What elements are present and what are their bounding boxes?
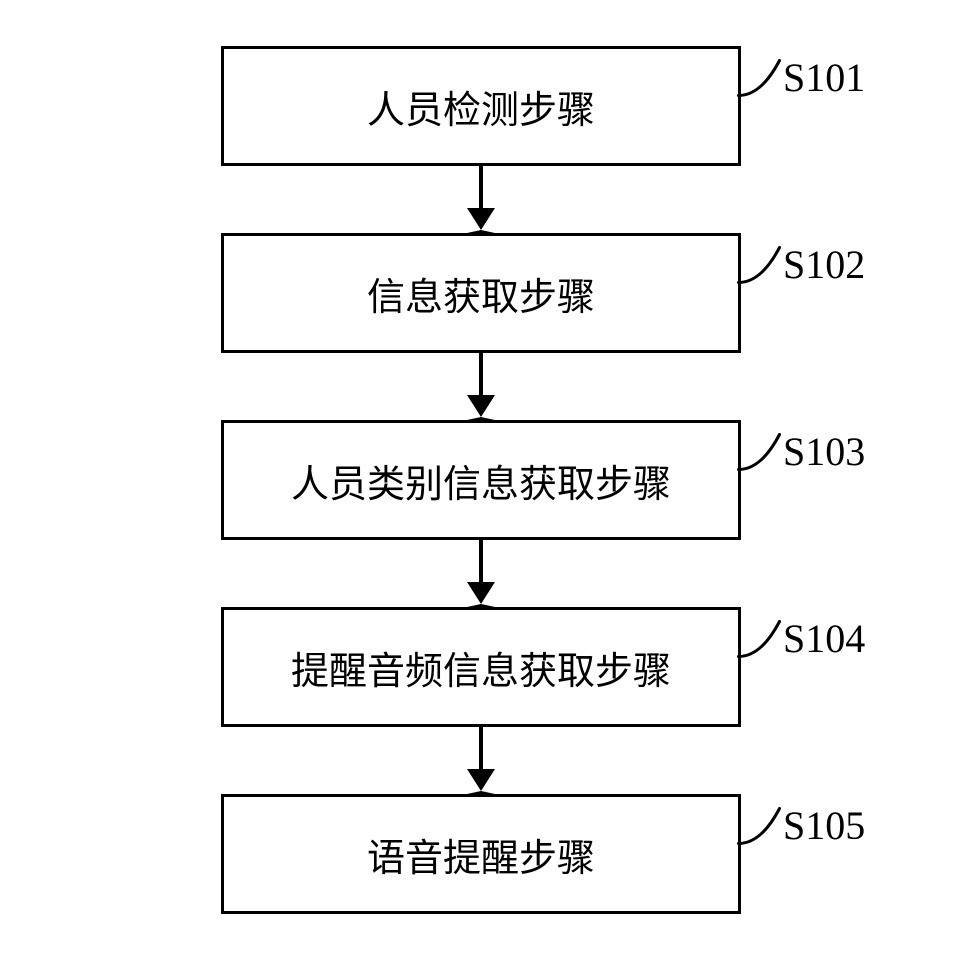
step-box-s103: 人员类别信息获取步骤 <box>221 420 741 540</box>
step-label-wrap: S103 <box>737 428 865 475</box>
arrow-down-icon <box>467 166 495 233</box>
step-row: 语音提醒步骤S105 <box>221 794 741 914</box>
curve-icon <box>737 807 781 845</box>
step-text: 语音提醒步骤 <box>367 827 595 882</box>
curve-icon <box>737 433 781 471</box>
step-row: 人员检测步骤S101 <box>221 46 741 166</box>
step-box-s105: 语音提醒步骤 <box>221 794 741 914</box>
step-row: 提醒音频信息获取步骤S104 <box>221 607 741 727</box>
step-label-wrap: S104 <box>737 615 865 662</box>
step-label: S103 <box>783 428 865 475</box>
step-label-wrap: S105 <box>737 802 865 849</box>
step-label: S105 <box>783 802 865 849</box>
arrow-down-icon <box>467 353 495 420</box>
step-text: 信息获取步骤 <box>367 266 595 321</box>
curve-icon <box>737 620 781 658</box>
arrow-down-icon <box>467 727 495 794</box>
step-text: 提醒音频信息获取步骤 <box>291 640 671 695</box>
step-box-s102: 信息获取步骤 <box>221 233 741 353</box>
flowchart: 人员检测步骤S101 信息获取步骤S102 人员类别信息获取步骤S103 提醒音频信息… <box>221 46 741 914</box>
step-row: 人员类别信息获取步骤S103 <box>221 420 741 540</box>
step-row: 信息获取步骤S102 <box>221 233 741 353</box>
step-text: 人员检测步骤 <box>367 79 595 134</box>
step-label-wrap: S101 <box>737 54 865 101</box>
step-label-wrap: S102 <box>737 241 865 288</box>
step-label: S102 <box>783 241 865 288</box>
step-box-s104: 提醒音频信息获取步骤 <box>221 607 741 727</box>
step-box-s101: 人员检测步骤 <box>221 46 741 166</box>
curve-icon <box>737 59 781 97</box>
curve-icon <box>737 246 781 284</box>
step-text: 人员类别信息获取步骤 <box>291 453 671 508</box>
step-label: S101 <box>783 54 865 101</box>
arrow-down-icon <box>467 540 495 607</box>
step-label: S104 <box>783 615 865 662</box>
